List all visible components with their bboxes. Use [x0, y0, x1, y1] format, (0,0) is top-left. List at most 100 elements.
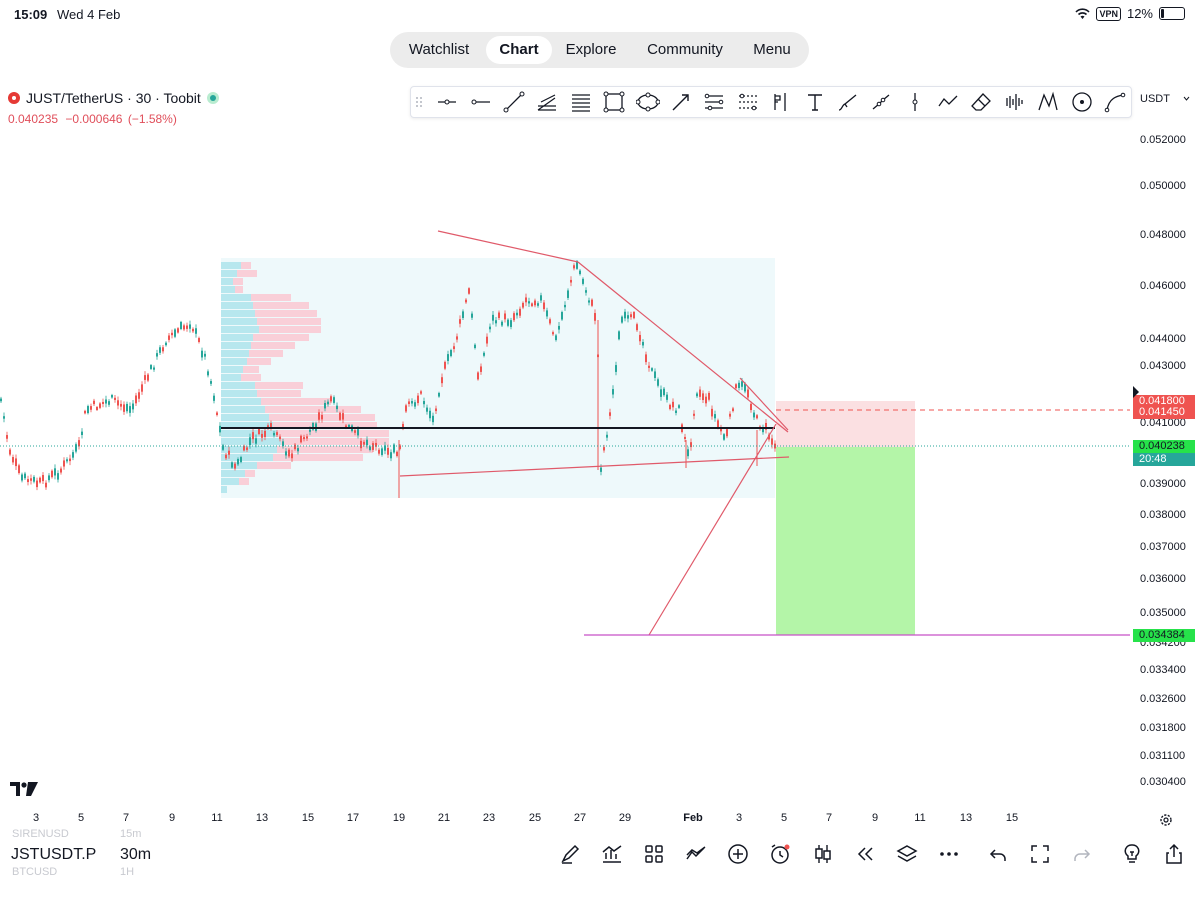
candle-body	[639, 334, 641, 342]
candle-body	[678, 405, 680, 408]
xabcd-pattern-icon[interactable]	[1036, 90, 1060, 114]
time-axis[interactable]: 3 5 7 9 11 13 15 17 19 21 23 25 27 29 Fe…	[0, 812, 1130, 828]
candle-body	[114, 397, 116, 400]
candle-body	[3, 416, 5, 419]
lightbulb-icon[interactable]	[1120, 842, 1144, 866]
horizontal-ray-icon[interactable]	[435, 90, 459, 114]
currency-select[interactable]: USDT	[1134, 89, 1196, 111]
candle-body	[171, 332, 173, 336]
candle-body	[225, 454, 227, 459]
layers-icon[interactable]	[895, 842, 919, 866]
redo-icon[interactable]	[1070, 842, 1094, 866]
candle-body	[612, 389, 614, 395]
tradingview-logo-icon[interactable]	[10, 782, 38, 796]
candle-body	[309, 429, 311, 432]
drag-handle-icon[interactable]	[413, 90, 425, 114]
price-tick: 0.037000	[1140, 541, 1186, 553]
alert-clock-icon[interactable]	[768, 842, 792, 866]
candle-body	[372, 443, 374, 450]
candle-body	[459, 319, 461, 324]
candle-body	[33, 476, 35, 482]
candle-body	[456, 336, 458, 340]
candle-body	[204, 353, 206, 357]
bar-countdown: 20:48	[1133, 453, 1195, 466]
volume-profile-down	[259, 326, 321, 333]
settings-gear-icon[interactable]	[1158, 812, 1174, 828]
volume-profile-up	[221, 486, 227, 493]
volume-profile-down	[241, 262, 251, 269]
horizontal-line-icon[interactable]	[469, 90, 493, 114]
volume-profile-up	[221, 454, 273, 461]
time-tick: 23	[482, 812, 496, 824]
tab-explore[interactable]: Explore	[565, 41, 617, 58]
price-chart[interactable]	[0, 120, 1130, 810]
interval-picker[interactable]: 30m	[120, 846, 152, 863]
time-tick: 19	[392, 812, 406, 824]
ellipse-icon[interactable]	[636, 90, 660, 114]
circle-tool-icon[interactable]	[1070, 90, 1094, 114]
path-icon[interactable]	[869, 90, 893, 114]
price-tick: 0.044000	[1140, 333, 1186, 345]
replay-icon[interactable]	[853, 842, 877, 866]
curve-icon[interactable]	[1103, 90, 1127, 114]
volume-profile-up	[221, 286, 235, 293]
candle-body	[771, 438, 773, 445]
reward-zone[interactable]	[776, 447, 915, 635]
candle-body	[600, 467, 602, 472]
undo-icon[interactable]	[986, 842, 1010, 866]
symbol-header[interactable]: JUST/TetherUS · 30 · Toobit	[8, 90, 219, 106]
rising-support-line[interactable]	[399, 456, 790, 477]
candle-type-icon[interactable]	[811, 842, 835, 866]
fullscreen-icon[interactable]	[1028, 842, 1052, 866]
add-circle-icon[interactable]	[726, 842, 750, 866]
volume-profile-icon[interactable]	[1003, 90, 1027, 114]
candle-body	[627, 315, 629, 319]
time-tick-month: Feb	[683, 812, 703, 824]
long-position-icon[interactable]	[769, 90, 793, 114]
fib-retracement-icon[interactable]	[569, 90, 593, 114]
candle-body	[432, 415, 434, 423]
templates-grid-icon[interactable]	[642, 842, 666, 866]
candle-body	[726, 429, 728, 437]
tab-menu[interactable]: Menu	[753, 41, 791, 58]
ticker-picker[interactable]: JSTUSDT.P	[11, 846, 97, 863]
candle-body	[213, 395, 215, 401]
price-axis[interactable]: 0.052000 0.050000 0.048000 0.046000 0.04…	[1130, 120, 1199, 800]
price-tick: 0.031100	[1140, 750, 1186, 762]
candle-body	[252, 432, 254, 440]
vertical-line-icon[interactable]	[903, 90, 927, 114]
share-icon[interactable]	[1162, 842, 1186, 866]
steep-support-line[interactable]	[648, 423, 777, 636]
text-tool-icon[interactable]	[803, 90, 827, 114]
pen-icon[interactable]	[558, 842, 582, 866]
candle-body	[156, 353, 158, 357]
candle-body	[549, 319, 551, 324]
tab-chart[interactable]: Chart	[486, 36, 552, 64]
eraser-icon[interactable]	[969, 90, 993, 114]
candle-body	[666, 394, 668, 400]
risk-zone[interactable]	[776, 401, 915, 447]
status-date: Wed 4 Feb	[57, 7, 121, 22]
tab-watchlist[interactable]: Watchlist	[408, 41, 470, 58]
indicators-icon[interactable]	[600, 842, 624, 866]
candle-body	[159, 347, 161, 353]
brush-icon[interactable]	[836, 90, 860, 114]
volume-profile-up	[221, 294, 251, 301]
descending-trendline[interactable]	[577, 261, 789, 433]
triangle-upper-line[interactable]	[739, 377, 789, 431]
parallel-channel-icon[interactable]	[702, 90, 726, 114]
volume-profile-down	[281, 438, 389, 445]
pitchfork-icon[interactable]	[535, 90, 559, 114]
more-icon[interactable]	[937, 842, 961, 866]
top-trendline[interactable]	[437, 230, 579, 263]
candle-body	[768, 434, 770, 440]
trend-line-icon[interactable]	[502, 90, 526, 114]
arrow-tool-icon[interactable]	[669, 90, 693, 114]
tab-community[interactable]: Community	[647, 41, 723, 58]
compare-icon[interactable]	[684, 842, 708, 866]
candle-body	[177, 328, 179, 333]
polyline-icon[interactable]	[936, 90, 960, 114]
rectangle-icon[interactable]	[602, 90, 626, 114]
regression-trend-icon[interactable]	[736, 90, 760, 114]
candle-body	[753, 412, 755, 418]
